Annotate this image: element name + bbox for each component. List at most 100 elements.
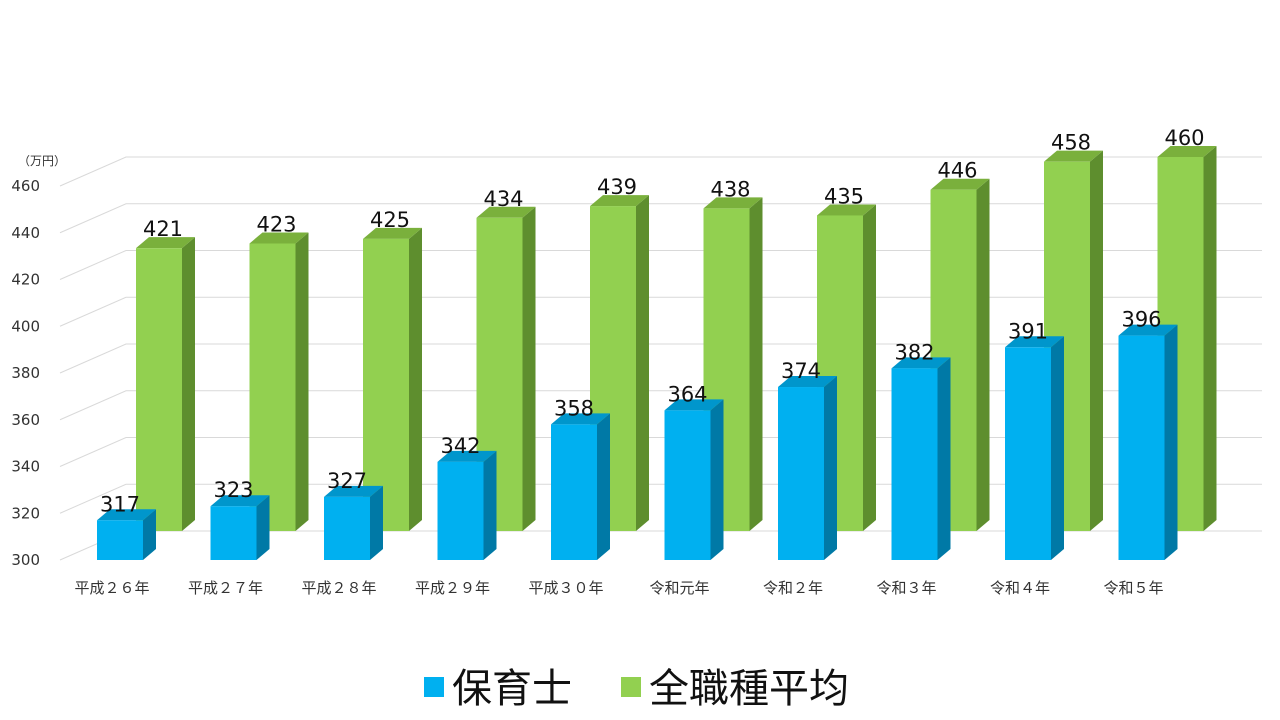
bar-top: [1005, 336, 1064, 348]
data-label-hoikushi: 374: [781, 359, 821, 383]
bar-side: [710, 399, 724, 560]
bar-front: [1118, 335, 1165, 560]
bar-top: [703, 197, 763, 209]
bar-front: [1005, 347, 1051, 560]
bar-top: [476, 206, 536, 218]
x-tick-label: 令和３年: [876, 579, 936, 597]
series-front: 317 323 327 342 358 364 374 382 391 396: [97, 308, 1178, 560]
bar-hoikushi: [1118, 324, 1178, 560]
bar-all-jobs-average: [363, 227, 422, 531]
bar-side: [824, 376, 837, 560]
bar-front: [664, 410, 711, 560]
data-label-hoikushi: 364: [667, 382, 707, 406]
bar-top: [437, 450, 497, 462]
bar-front: [324, 496, 370, 560]
legend-label-all-jobs-average: 全職種平均: [649, 666, 849, 712]
bar-hoikushi: [324, 485, 383, 560]
data-label-all-jobs-average: 434: [483, 187, 523, 211]
bar-top: [1044, 150, 1103, 162]
x-tick-label: 令和５年: [1103, 579, 1163, 597]
bar-side: [749, 197, 763, 532]
bar-top: [324, 485, 383, 497]
bar-hoikushi: [891, 357, 951, 560]
bar-hoikushi: [664, 399, 724, 560]
bar-side: [1164, 324, 1178, 560]
bar-all-jobs-average: [249, 232, 309, 531]
bar-side: [976, 178, 990, 531]
bar-hoikushi: [551, 413, 610, 560]
y-tick-label: 380: [11, 364, 40, 382]
bar-side: [597, 413, 610, 560]
bar-front: [551, 424, 597, 560]
x-tick-label: 令和元年: [649, 579, 709, 597]
bar-top: [249, 232, 309, 244]
data-label-hoikushi: 317: [100, 492, 140, 516]
gridline: [59, 296, 1262, 327]
gridline: [59, 390, 1262, 421]
bar-top: [817, 204, 876, 216]
bar-hoikushi: [97, 509, 156, 560]
bar-front: [249, 243, 296, 531]
bar-side: [295, 232, 309, 531]
bar-top: [590, 195, 649, 207]
bar-top: [1157, 146, 1217, 157]
bar-side: [636, 195, 649, 531]
bar-side: [143, 509, 156, 560]
gridline: [59, 250, 1262, 280]
bar-hoikushi: [210, 495, 270, 560]
gridlines: [59, 156, 1262, 561]
y-tick-label: 400: [11, 317, 40, 335]
bar-top: [778, 376, 837, 388]
bar-hoikushi: [778, 376, 837, 560]
y-tick-label: 320: [11, 504, 40, 522]
bar-side: [483, 450, 497, 560]
bar-side: [370, 485, 383, 560]
bar-side: [937, 357, 951, 560]
bar-front: [363, 238, 409, 531]
gridline: [59, 483, 1262, 514]
bar-front: [437, 461, 484, 560]
bar-front: [778, 387, 824, 560]
y-tick-label: 460: [11, 177, 40, 195]
x-tick-label: 平成２７年: [188, 579, 263, 597]
bar-top: [664, 399, 724, 411]
data-label-all-jobs-average: 423: [256, 212, 296, 236]
bar-front: [97, 520, 143, 560]
bar-top: [210, 495, 270, 507]
bar-side: [1090, 150, 1103, 532]
data-label-all-jobs-average: 458: [1051, 131, 1091, 155]
bar-top: [136, 237, 195, 249]
data-label-all-jobs-average: 435: [824, 184, 864, 208]
bar-hoikushi: [1005, 336, 1064, 560]
bar-side: [409, 227, 422, 531]
y-unit-label: （万円）: [18, 154, 66, 168]
bar-side: [182, 237, 195, 531]
y-tick-label: 420: [11, 271, 40, 289]
y-tick-label: 440: [11, 224, 40, 242]
data-label-hoikushi: 342: [440, 434, 480, 458]
bar-group-all-jobs: 423: [249, 212, 309, 531]
x-axis: 平成２６年 平成２７年 平成２８年 平成２９年 平成３０年 令和元年 令和２年 令和３年 令和４…: [74, 579, 1163, 597]
x-tick-label: 平成２６年: [74, 579, 149, 597]
data-label-all-jobs-average: 421: [143, 217, 183, 241]
x-tick-label: 令和２年: [763, 579, 823, 597]
legend-swatch-hoikushi: [424, 677, 444, 697]
bar-top: [891, 357, 951, 369]
x-tick-label: 平成３０年: [528, 579, 603, 597]
bar-side: [1203, 146, 1217, 531]
data-label-hoikushi: 323: [213, 478, 253, 502]
gridline: [59, 156, 1262, 187]
x-tick-label: 令和４年: [990, 579, 1050, 597]
y-tick-label: 360: [11, 411, 40, 429]
legend-label-hoikushi: 保育士: [452, 666, 572, 712]
data-label-hoikushi: 327: [327, 469, 367, 493]
bar-side: [522, 206, 536, 531]
gridline: [59, 343, 1262, 374]
data-label-hoikushi: 358: [554, 396, 594, 420]
y-tick-label: 300: [11, 551, 40, 569]
data-label-hoikushi: 382: [894, 340, 934, 364]
bar-front: [891, 368, 938, 560]
legend-swatch-all-jobs-average: [621, 677, 641, 697]
bar-group-all-jobs: 421: [136, 217, 195, 531]
gridline: [59, 203, 1262, 234]
